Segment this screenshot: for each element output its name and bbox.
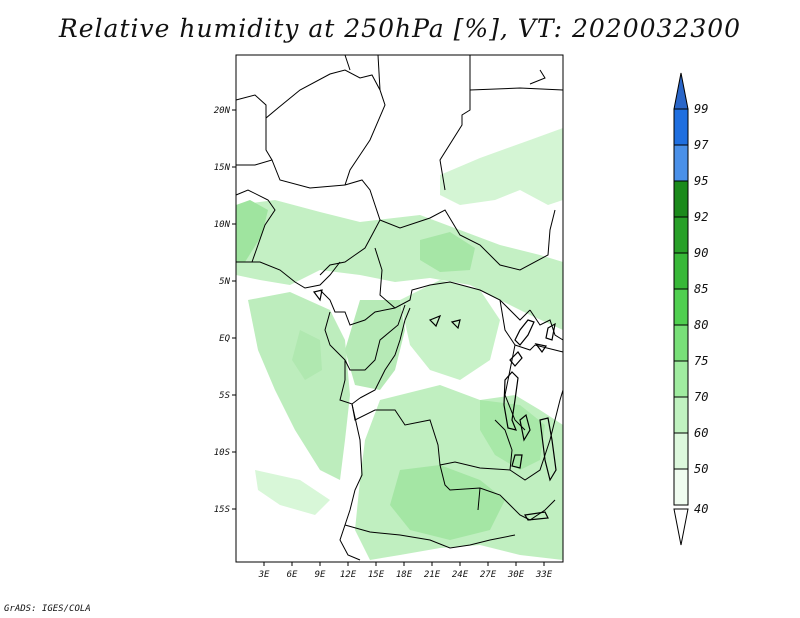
colorbar-label-95: 95: [694, 174, 708, 188]
colorbar-segment-90-92: [673, 216, 689, 254]
colorbar-label-70: 70: [694, 390, 708, 404]
lon-label-3e: 3E: [258, 570, 270, 580]
colorbar-top-arrow: [673, 72, 689, 110]
lon-label-12e: 12E: [340, 570, 357, 580]
colorbar-segment-60-70: [673, 396, 689, 434]
lon-label-24e: 24E: [452, 570, 469, 580]
colorbar-segment-75-80: [673, 324, 689, 362]
colorbar-segment-85-90: [673, 252, 689, 290]
humidity-shading: [236, 128, 563, 560]
colorbar-segment-92-95: [673, 180, 689, 218]
lat-label-15n: 15N: [214, 163, 231, 173]
map-frame: [235, 54, 564, 563]
colorbar-label-97: 97: [694, 138, 709, 152]
colorbar-segment-40-50: [673, 468, 689, 506]
colorbar-label-60: 60: [694, 426, 708, 440]
lat-label-10n: 10N: [214, 220, 231, 230]
lon-label-6e: 6E: [287, 570, 298, 580]
colorbar-segment-80-85: [673, 288, 689, 326]
lon-label-18e: 18E: [396, 570, 413, 580]
lon-label-21e: 21E: [424, 570, 441, 580]
lon-label-33e: 33E: [535, 570, 553, 580]
colorbar: 99 97 95 92 90 85 80 75 70 60 50 40: [673, 72, 709, 546]
colorbar-label-85: 85: [694, 282, 708, 296]
map-title: Relative humidity at 250hPa [%], VT: 202…: [58, 14, 742, 43]
lat-label-5n: 5N: [219, 277, 230, 287]
grads-credit: GrADS: IGES/COLA: [4, 604, 91, 614]
latitude-axis: 20N 15N 10N 5N EQ 5S 10S 15S: [214, 106, 236, 515]
lon-label-30e: 30E: [507, 570, 525, 580]
lat-label-15s: 15S: [214, 505, 231, 515]
country-borders: [235, 54, 564, 561]
lat-label-10s: 10S: [214, 448, 231, 458]
lon-label-15e: 15E: [368, 570, 385, 580]
lon-label-27e: 27E: [480, 570, 497, 580]
colorbar-label-90: 90: [694, 246, 708, 260]
colorbar-label-40: 40: [694, 502, 708, 516]
colorbar-label-50: 50: [694, 462, 708, 476]
colorbar-segment-50-60: [673, 432, 689, 470]
colorbar-segment-95-97: [673, 144, 689, 182]
colorbar-segment-97-99: [673, 108, 689, 146]
longitude-axis: 3E 6E 9E 12E 15E 18E 21E 24E 27E 30E 33E: [258, 562, 553, 580]
colorbar-label-92: 92: [694, 210, 708, 224]
colorbar-label-80: 80: [694, 318, 708, 332]
lon-label-9e: 9E: [315, 570, 326, 580]
colorbar-segment-70-75: [673, 360, 689, 398]
lakes: [312, 289, 557, 521]
colorbar-label-99: 99: [694, 102, 708, 116]
lat-label-20n: 20N: [214, 106, 231, 116]
colorbar-bottom-arrow: [673, 508, 689, 546]
lat-label-eq: EQ: [219, 334, 230, 344]
lat-label-5s: 5S: [219, 391, 230, 401]
colorbar-label-75: 75: [694, 354, 708, 368]
